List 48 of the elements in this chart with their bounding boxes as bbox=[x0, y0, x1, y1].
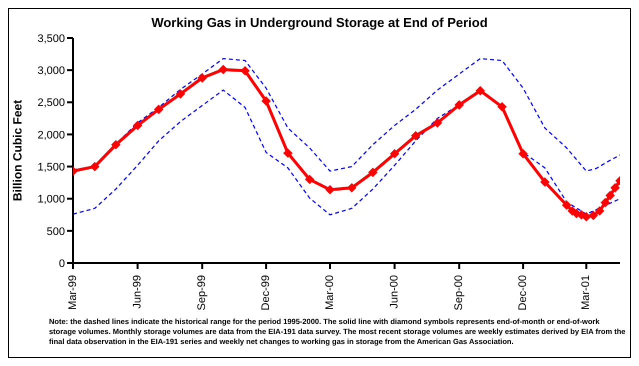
point bbox=[588, 210, 598, 220]
point bbox=[326, 185, 334, 194]
y-tick-label: 0 bbox=[58, 258, 65, 270]
point bbox=[454, 100, 464, 110]
point bbox=[133, 120, 142, 130]
point bbox=[595, 206, 604, 216]
point bbox=[606, 191, 615, 200]
point bbox=[198, 73, 207, 82]
point bbox=[262, 96, 271, 106]
point bbox=[111, 140, 120, 150]
point bbox=[283, 148, 292, 158]
point bbox=[562, 200, 572, 210]
point bbox=[498, 102, 507, 112]
point bbox=[518, 149, 528, 158]
y-tick-label: 1,500 bbox=[37, 161, 65, 174]
x-tick-label: Dec-00 bbox=[517, 275, 530, 310]
y-tick-label: 3,000 bbox=[37, 65, 65, 78]
y-axis-title: Billion Cubic Feet bbox=[10, 100, 24, 202]
point bbox=[610, 183, 620, 192]
point bbox=[432, 118, 442, 128]
point bbox=[305, 174, 314, 184]
point bbox=[218, 65, 228, 74]
point bbox=[540, 178, 550, 186]
x-tick-label: Sep-00 bbox=[453, 275, 466, 310]
x-tick-label: Jun-99 bbox=[132, 275, 144, 309]
x-tick-label: Mar-01 bbox=[580, 275, 592, 310]
x-tick-label: Sep-99 bbox=[196, 275, 208, 310]
y-tick-label: 2,500 bbox=[37, 97, 65, 110]
point bbox=[240, 66, 250, 76]
x-tick-label: Mar-99 bbox=[66, 275, 79, 310]
x-tick-label: Mar-00 bbox=[324, 275, 336, 310]
point bbox=[476, 86, 485, 96]
point bbox=[154, 104, 164, 114]
point bbox=[411, 131, 420, 140]
y-tick-label: 3,500 bbox=[37, 32, 65, 45]
point bbox=[347, 183, 356, 192]
point bbox=[582, 212, 591, 222]
point bbox=[176, 89, 185, 98]
point bbox=[390, 149, 400, 158]
point bbox=[90, 162, 100, 172]
chart-title: Working Gas in Underground Storage at End of Period bbox=[150, 15, 489, 30]
point bbox=[368, 168, 378, 177]
point bbox=[600, 198, 610, 208]
x-tick-label: Dec-99 bbox=[260, 275, 272, 310]
y-tick-label: 500 bbox=[46, 226, 65, 238]
y-tick-label: 1,000 bbox=[37, 194, 65, 206]
x-tick-label: Jun-00 bbox=[388, 275, 401, 309]
y-tick-label: 2,000 bbox=[37, 129, 65, 142]
